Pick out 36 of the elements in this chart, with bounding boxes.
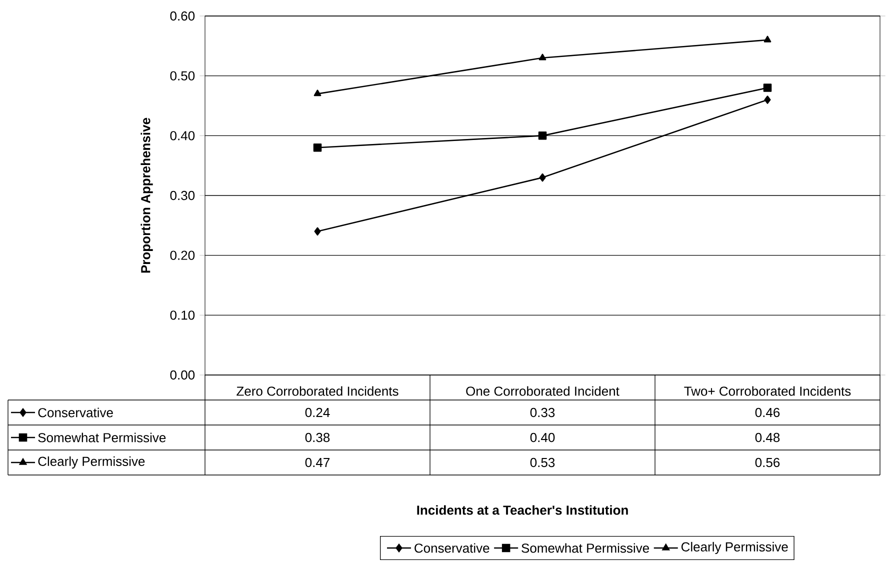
text: Incidents at a Teacher's Institution	[417, 505, 628, 515]
legend-label: Conservative	[38, 408, 113, 418]
y-axis-title: Proportion Apprehensive	[140, 118, 153, 273]
text: Clearly Permissive	[681, 542, 788, 554]
legend-label: Somewhat Permissive	[38, 432, 166, 442]
point	[763, 84, 772, 92]
data-label: 0.24	[305, 408, 330, 418]
data-label: 0.40	[530, 432, 555, 442]
y-tick-label: 0.60	[170, 11, 195, 21]
data-label: 0.48	[755, 432, 780, 442]
data-label: 0.47	[305, 458, 330, 468]
x-tick-label: Zero Corroborated Incidents	[236, 386, 398, 396]
y-tick-label: 0.00	[170, 370, 195, 380]
text: Somewhat Permissive	[522, 543, 649, 553]
point	[764, 96, 771, 104]
y-tick-label: 0.50	[170, 71, 195, 80]
point	[314, 227, 321, 236]
point	[764, 36, 772, 42]
text: Conservative	[414, 543, 490, 553]
point	[539, 173, 546, 182]
x-tick-label: One Corroborated Incident	[466, 386, 620, 396]
legend-label: Clearly Permissive	[38, 456, 145, 469]
y-tick-label: 0.30	[170, 190, 195, 200]
y-tick-label: 0.10	[170, 310, 195, 320]
point	[538, 54, 546, 60]
point	[313, 143, 322, 152]
data-label: 0.46	[755, 408, 780, 418]
data-label: 0.38	[305, 432, 330, 442]
point	[314, 90, 322, 96]
y-tick-label: 0.40	[170, 131, 195, 140]
y-tick-label: 0.20	[170, 250, 195, 260]
x-tick-label: Two+ Corroborated Incidents	[684, 386, 851, 396]
data-label: 0.33	[530, 408, 555, 418]
data-label: 0.56	[755, 458, 780, 468]
data-label: 0.53	[530, 458, 555, 468]
point	[538, 132, 547, 140]
